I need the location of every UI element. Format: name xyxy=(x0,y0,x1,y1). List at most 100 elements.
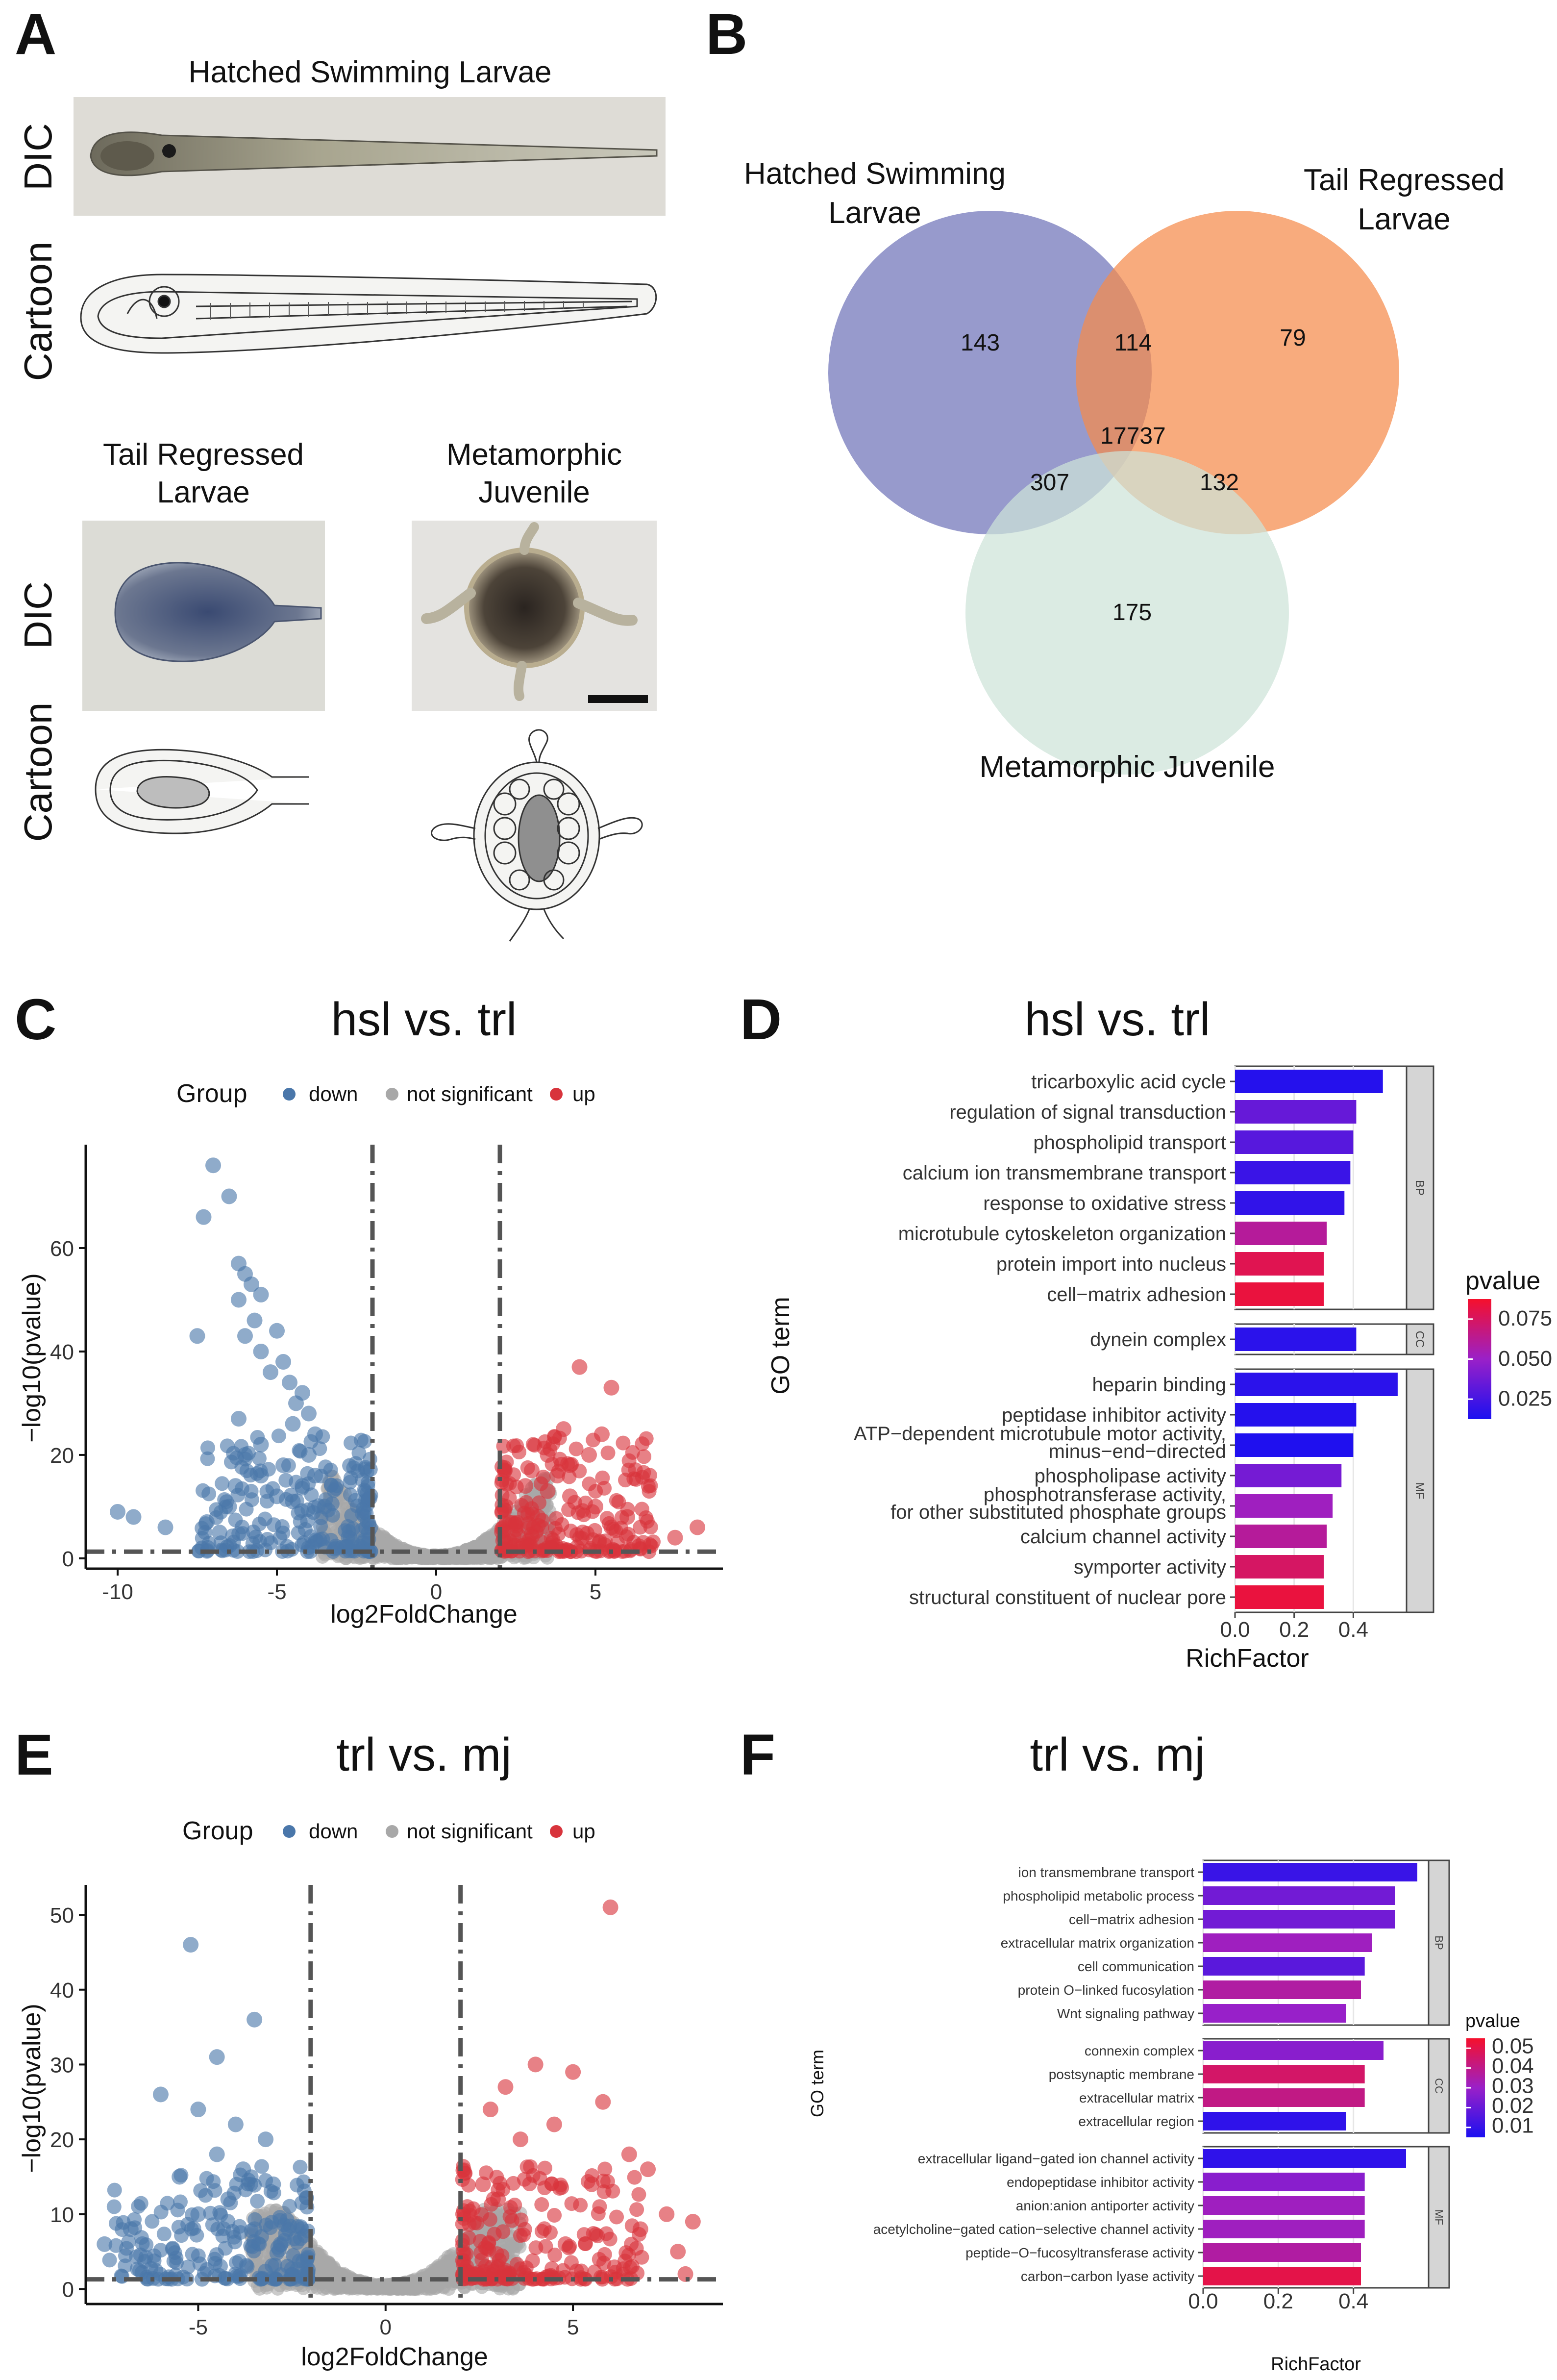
volcano-e-ylabel: −log10(pvalue) xyxy=(18,2004,46,2173)
down-point xyxy=(362,1452,377,1467)
row-label-dic-top: DIC xyxy=(16,123,60,191)
up-point xyxy=(670,2244,686,2260)
down-point xyxy=(215,1476,230,1491)
go-term-label: protein O−linked fucosylation xyxy=(1018,1982,1194,1998)
down-point xyxy=(244,1276,259,1292)
volcano-e-legend-down-dot xyxy=(283,1825,296,1838)
down-point xyxy=(183,1937,199,1953)
row-label-cartoon-bottom: Cartoon xyxy=(16,702,60,842)
up-point xyxy=(611,1495,626,1510)
facet-strip xyxy=(1406,1368,1434,1613)
down-point xyxy=(180,2259,196,2275)
go-term-label: connexin complex xyxy=(1085,2043,1194,2058)
down-point xyxy=(238,2182,253,2198)
down-point xyxy=(293,1514,308,1529)
go-bar xyxy=(1235,1282,1324,1306)
up-point xyxy=(607,2272,622,2287)
y-tick-label: 30 xyxy=(50,2053,74,2077)
down-point xyxy=(363,1491,378,1506)
facet-mf: MF heparin binding peptidase inhibitor act… xyxy=(854,1368,1434,1613)
up-point xyxy=(584,2176,600,2192)
up-point xyxy=(547,2207,562,2223)
up-point xyxy=(602,1899,618,1915)
mj-stage-title-line2: Juvenile xyxy=(478,476,590,509)
panel-label-a: A xyxy=(15,2,56,67)
volcano-c-xlabel: log2FoldChange xyxy=(330,1600,518,1628)
down-point xyxy=(250,2194,265,2209)
down-point xyxy=(357,1504,372,1520)
down-point xyxy=(247,1312,263,1328)
up-point xyxy=(571,1359,588,1375)
volcano-e-legend-ns-dot xyxy=(386,1825,398,1838)
x-tick-label: 0.2 xyxy=(1263,2289,1293,2313)
go-term-label: postsynaptic membrane xyxy=(1049,2067,1194,2082)
up-point xyxy=(534,2197,549,2212)
go-bar xyxy=(1203,2041,1384,2060)
volcano-c-legend-down: down xyxy=(309,1082,358,1105)
down-point xyxy=(285,1493,301,1509)
x-tick-label: -5 xyxy=(189,2315,208,2339)
ns-point xyxy=(450,1547,464,1561)
x-tick-label: 0.4 xyxy=(1338,1618,1368,1642)
go-term-label: extracellular matrix xyxy=(1079,2090,1194,2105)
volcano-e-legend-ns: not significant xyxy=(407,1820,533,1843)
y-tick-label: 20 xyxy=(50,1444,74,1468)
up-point xyxy=(564,2196,579,2211)
up-point xyxy=(506,1467,521,1482)
down-point xyxy=(245,1536,260,1551)
down-point xyxy=(239,1463,254,1478)
go-term-label: symporter activity xyxy=(1074,1556,1226,1578)
down-point xyxy=(205,1157,221,1174)
mj-stage-title-line1: Metamorphic xyxy=(446,438,622,472)
down-point xyxy=(227,1478,244,1494)
up-point xyxy=(629,2202,644,2217)
down-point xyxy=(147,2248,162,2263)
up-point xyxy=(588,1499,603,1515)
go-term-label: phospholipid metabolic process xyxy=(1003,1888,1194,1904)
down-point xyxy=(190,2102,206,2118)
legend-tick-label: 0.03 xyxy=(1492,2074,1534,2098)
down-point xyxy=(145,2214,160,2229)
volcano-plot-hsl-vs-trl: hsl vs. trl Group down not significant u… xyxy=(18,993,723,1628)
ns-point xyxy=(331,2280,345,2294)
go-bar xyxy=(1235,1403,1357,1427)
up-point xyxy=(618,1473,633,1488)
y-tick-label: 40 xyxy=(50,1979,74,2003)
go-term-label: extracellular matrix organization xyxy=(1001,1935,1194,1951)
go-f-legend-title: pvalue xyxy=(1465,2011,1520,2031)
go-term-label: regulation of signal transduction xyxy=(949,1102,1226,1123)
down-point xyxy=(282,1375,297,1391)
down-point xyxy=(150,2272,166,2287)
go-bar xyxy=(1203,2065,1365,2083)
down-point xyxy=(317,1499,333,1515)
down-point xyxy=(252,1516,267,1531)
go-term-line: ATP−dependent microtubule motor activity… xyxy=(854,1423,1226,1445)
ns-point xyxy=(481,1531,495,1546)
go-bar xyxy=(1203,2173,1365,2191)
down-point xyxy=(221,1188,237,1204)
up-point xyxy=(600,1445,616,1460)
go-bar xyxy=(1235,1373,1398,1396)
go-term-label: calcium ion transmembrane transport xyxy=(903,1162,1226,1184)
go-term-label: phospholipase activity xyxy=(1035,1465,1226,1487)
x-tick-label: 0.2 xyxy=(1279,1618,1309,1642)
down-point xyxy=(244,1492,259,1507)
down-point xyxy=(293,2159,308,2175)
y-tick-label: 40 xyxy=(50,1340,74,1364)
down-point xyxy=(237,1328,253,1344)
down-point xyxy=(174,2228,189,2243)
down-point xyxy=(153,2205,169,2220)
up-point xyxy=(634,1502,649,1517)
go-term-label: cell communication xyxy=(1078,1959,1194,1974)
x-tick-label: 5 xyxy=(590,1580,601,1604)
up-point xyxy=(557,2236,573,2252)
go-term-label: peptidase inhibitor activity xyxy=(1002,1404,1226,1426)
down-point xyxy=(200,1451,215,1466)
up-point xyxy=(640,1514,655,1529)
venn-count-hsl-mj: 307 xyxy=(1030,470,1069,496)
go-term-label: dynein complex xyxy=(1090,1329,1226,1351)
hsl-cartoon xyxy=(80,274,657,354)
go-bar xyxy=(1235,1525,1327,1548)
venn-count-hsl-only: 143 xyxy=(961,330,1000,356)
up-point xyxy=(514,2212,529,2228)
